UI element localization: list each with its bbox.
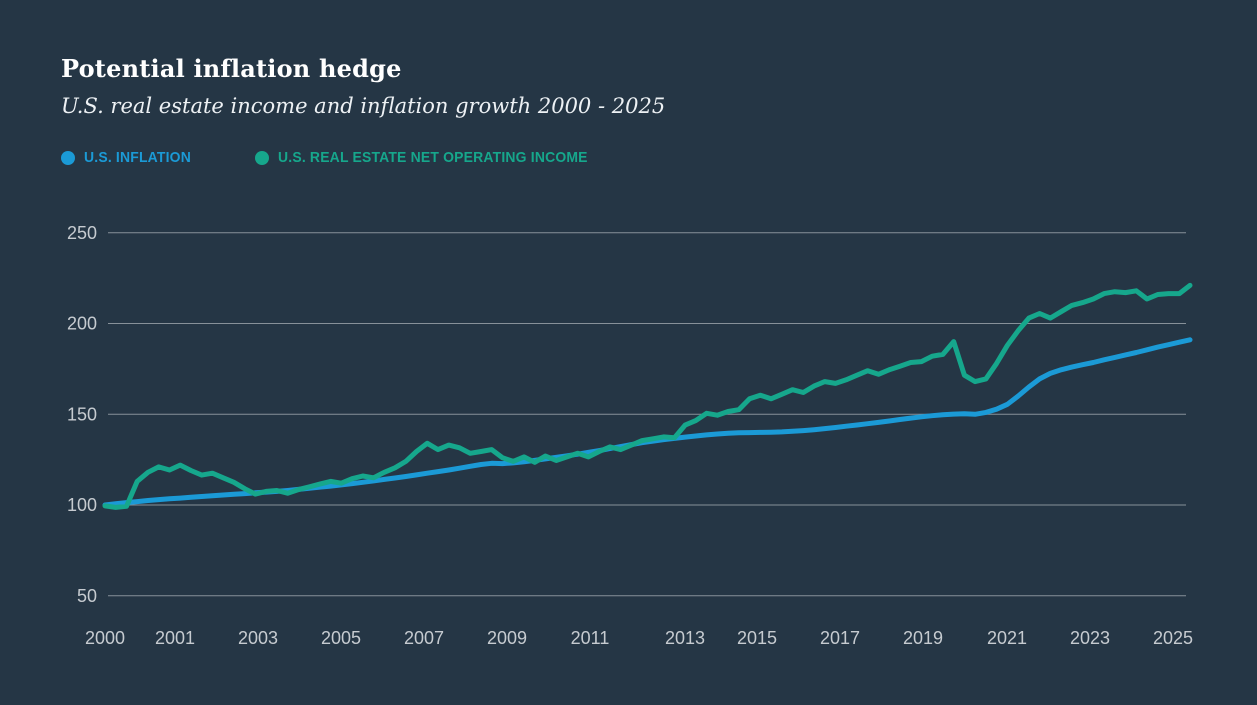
x-tick-label-2003: 2003 (238, 628, 278, 648)
x-tick-label-2013: 2013 (665, 628, 705, 648)
x-tick-label-2015: 2015 (737, 628, 777, 648)
x-tick-label-2021: 2021 (987, 628, 1027, 648)
legend-item-inflation: U.S. INFLATION (61, 149, 199, 166)
x-tick-label-2019: 2019 (903, 628, 943, 648)
legend-dot-noi-icon (255, 150, 269, 165)
noi-line (102, 282, 1193, 510)
gridlines (108, 232, 1186, 597)
legend-item-noi: U.S. REAL ESTATE NET OPERATING INCOME (255, 149, 611, 166)
chart-subtitle: U.S. real estate income and inflation gr… (61, 94, 666, 118)
x-tick-label-2005: 2005 (321, 628, 361, 648)
legend-dot-inflation-icon (61, 150, 75, 165)
legend-label-noi: U.S. REAL ESTATE NET OPERATING INCOME (278, 149, 588, 166)
y-tick-label-150: 150 (67, 404, 97, 424)
y-axis-labels: 250 200 150 100 50 (67, 223, 97, 606)
chart-title: Potential inflation hedge (61, 54, 402, 83)
x-tick-label-2001: 2001 (155, 628, 195, 648)
x-axis-labels: 2000 2001 2003 2005 2007 2009 2011 2013 2015 2017… (85, 628, 1193, 648)
y-tick-label-250: 250 (67, 223, 97, 243)
x-tick-label-2017: 2017 (820, 628, 860, 648)
y-tick-label-100: 100 (67, 495, 97, 515)
legend: U.S. INFLATION U.S. REAL ESTATE NET OPER… (0, 149, 1257, 169)
legend-label-inflation: U.S. INFLATION (84, 149, 191, 166)
x-tick-label-2023: 2023 (1070, 628, 1110, 648)
x-tick-label-2011: 2011 (571, 628, 610, 648)
x-tick-label-2000: 2000 (85, 628, 125, 648)
inflation-line (102, 337, 1193, 508)
x-tick-label-2025: 2025 (1153, 628, 1193, 648)
y-tick-label-50: 50 (77, 586, 97, 606)
y-tick-label-200: 200 (67, 314, 97, 334)
x-tick-label-2009: 2009 (487, 628, 527, 648)
x-tick-label-2007: 2007 (404, 628, 444, 648)
